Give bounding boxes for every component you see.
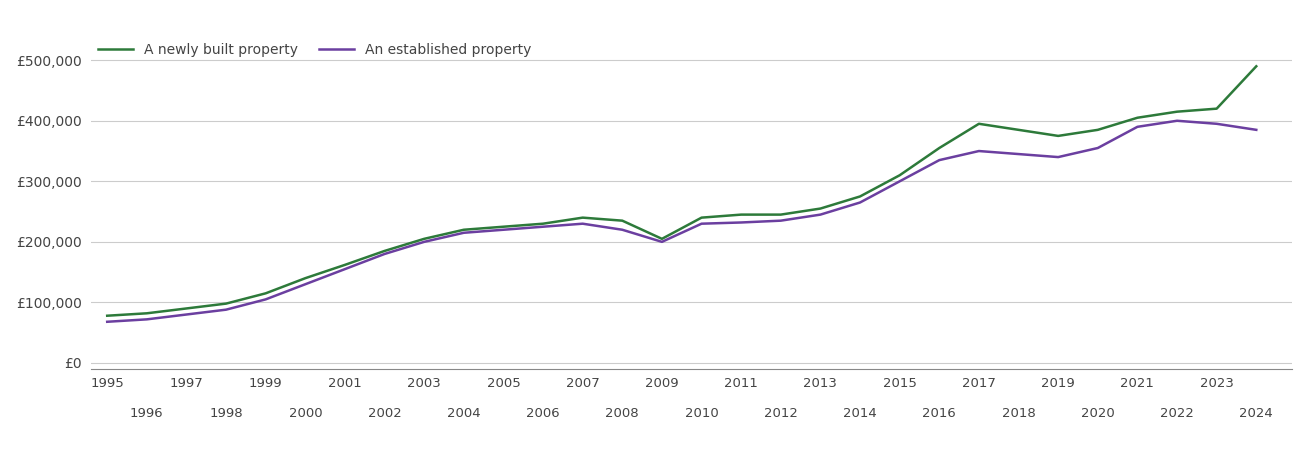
Text: 2014: 2014 xyxy=(843,407,877,420)
Legend: A newly built property, An established property: A newly built property, An established p… xyxy=(98,43,531,57)
Text: 2000: 2000 xyxy=(288,407,322,420)
An established property xyxy=(773,218,788,223)
A newly built property xyxy=(455,227,471,233)
An established property xyxy=(377,251,393,256)
A newly built property xyxy=(576,215,591,220)
A newly built property xyxy=(1051,133,1066,139)
An established property xyxy=(694,221,710,226)
Text: 2016: 2016 xyxy=(923,407,957,420)
A newly built property xyxy=(337,262,352,268)
An established property xyxy=(140,317,155,322)
Text: 2024: 2024 xyxy=(1240,407,1274,420)
A newly built property xyxy=(654,236,669,242)
Text: 2010: 2010 xyxy=(685,407,719,420)
A newly built property xyxy=(813,206,829,211)
An established property xyxy=(337,266,352,272)
A newly built property xyxy=(1090,127,1105,133)
Line: A newly built property: A newly built property xyxy=(107,66,1257,316)
A newly built property xyxy=(298,275,313,281)
An established property xyxy=(1010,151,1026,157)
An established property xyxy=(535,224,551,230)
An established property xyxy=(1169,118,1185,123)
An established property xyxy=(298,282,313,287)
A newly built property xyxy=(891,172,907,178)
Text: 2012: 2012 xyxy=(763,407,797,420)
An established property xyxy=(496,227,512,233)
A newly built property xyxy=(99,313,115,319)
An established property xyxy=(852,200,868,205)
A newly built property xyxy=(852,194,868,199)
A newly built property xyxy=(1208,106,1224,111)
A newly built property xyxy=(179,306,194,311)
Text: 2004: 2004 xyxy=(448,407,480,420)
Text: 2002: 2002 xyxy=(368,407,402,420)
A newly built property xyxy=(971,121,987,126)
A newly built property xyxy=(496,224,512,230)
Text: 2018: 2018 xyxy=(1002,407,1035,420)
Text: 1996: 1996 xyxy=(130,407,163,420)
A newly built property xyxy=(733,212,749,217)
An established property xyxy=(1051,154,1066,160)
A newly built property xyxy=(1249,63,1265,69)
A newly built property xyxy=(1130,115,1146,121)
A newly built property xyxy=(218,301,234,306)
A newly built property xyxy=(140,310,155,316)
An established property xyxy=(576,221,591,226)
Text: 2020: 2020 xyxy=(1081,407,1114,420)
A newly built property xyxy=(1169,109,1185,114)
A newly built property xyxy=(377,248,393,254)
An established property xyxy=(1130,124,1146,130)
An established property xyxy=(99,319,115,324)
An established property xyxy=(813,212,829,217)
Text: 2022: 2022 xyxy=(1160,407,1194,420)
Text: 1998: 1998 xyxy=(209,407,243,420)
An established property xyxy=(733,220,749,225)
An established property xyxy=(615,227,630,233)
A newly built property xyxy=(773,212,788,217)
An established property xyxy=(932,158,947,163)
An established property xyxy=(179,312,194,317)
An established property xyxy=(971,148,987,154)
A newly built property xyxy=(932,145,947,151)
An established property xyxy=(1208,121,1224,126)
An established property xyxy=(258,297,274,302)
An established property xyxy=(416,239,432,244)
Line: An established property: An established property xyxy=(107,121,1257,322)
A newly built property xyxy=(1010,127,1026,133)
A newly built property xyxy=(535,221,551,226)
Text: 2008: 2008 xyxy=(606,407,639,420)
An established property xyxy=(455,230,471,235)
A newly built property xyxy=(258,291,274,296)
A newly built property xyxy=(416,236,432,242)
An established property xyxy=(218,307,234,312)
A newly built property xyxy=(694,215,710,220)
An established property xyxy=(1249,127,1265,133)
An established property xyxy=(654,239,669,244)
A newly built property xyxy=(615,218,630,223)
Text: 2006: 2006 xyxy=(526,407,560,420)
An established property xyxy=(1090,145,1105,151)
An established property xyxy=(891,179,907,184)
